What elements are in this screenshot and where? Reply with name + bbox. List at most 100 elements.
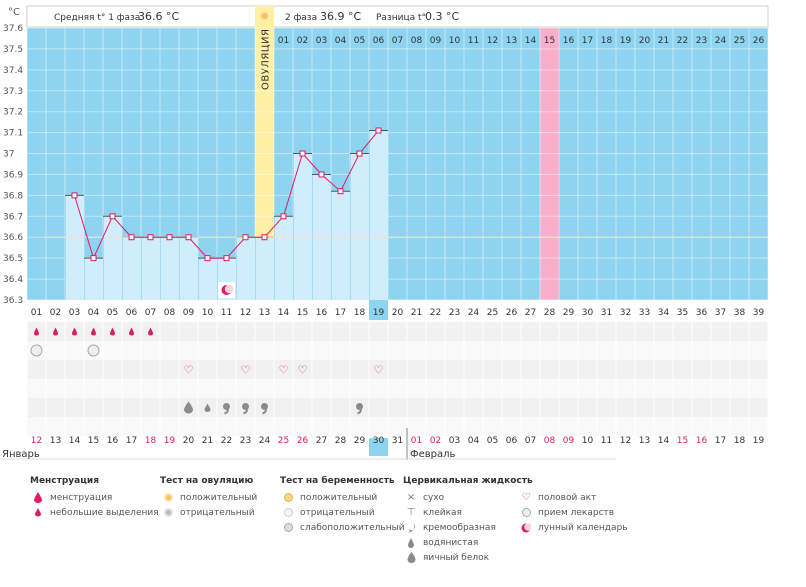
temperature-point [375, 127, 382, 134]
pregnancy-negative-icon [280, 508, 296, 517]
ovulation-label: ОВУЛЯЦИЯ [261, 29, 272, 91]
temperature-bar [293, 153, 312, 300]
y-tick-label: 37.2 [3, 108, 23, 118]
temperature-point [337, 188, 344, 195]
date-label: 25 [278, 436, 289, 446]
heart-icon: ♡ [279, 364, 289, 377]
legend-menstruation-title: Менструация [30, 476, 99, 486]
luteal-day-label: 14 [525, 36, 537, 46]
month-left-label: Январь [2, 449, 40, 460]
luteal-day-label: 19 [620, 36, 632, 46]
heart-icon: ♡ [298, 364, 308, 377]
day-label: 13 [259, 308, 270, 318]
ovulation-column [255, 6, 274, 300]
phase1-label: Средняя t° 1 фаза [54, 13, 140, 23]
temperature-point [242, 234, 249, 241]
creamy-icon [261, 403, 268, 410]
y-tick-label: 36.4 [3, 275, 23, 285]
day-label: 15 [297, 308, 308, 318]
temperature-point [356, 150, 363, 157]
day-label: 33 [639, 308, 650, 318]
date-label: 18 [734, 436, 746, 446]
day-label: 27 [525, 308, 536, 318]
spotting-drop-icon [91, 327, 96, 336]
menstruation-icon [30, 492, 46, 503]
today-cell [369, 300, 388, 320]
date-label: 28 [335, 436, 347, 446]
date-label: 19 [164, 436, 176, 446]
symptom-row [27, 398, 768, 417]
luteal-day-label: 07 [392, 36, 403, 46]
temperature-point [223, 255, 230, 262]
temperature-bar [160, 237, 179, 300]
luteal-day-label: 23 [696, 36, 707, 46]
heart-icon: ♡ [374, 364, 384, 377]
date-label: 24 [259, 436, 271, 446]
legend-lunar: лунный календарь [538, 522, 628, 533]
day-label: 08 [164, 308, 176, 318]
creamy-icon [356, 403, 363, 410]
legend-watery: водянистая [423, 537, 479, 548]
date-label: 03 [449, 436, 460, 446]
temperature-bar [65, 195, 84, 300]
day-label: 16 [316, 308, 328, 318]
ovulation-positive-icon [160, 493, 176, 502]
diff-value: 0.3 °C [425, 10, 459, 23]
day-label: 01 [31, 308, 42, 318]
legend-spotting-label: небольшие выделения [50, 507, 159, 518]
temperature-point [185, 234, 192, 241]
y-tick-label: 37.6 [3, 24, 23, 34]
spotting-drop-icon [129, 327, 134, 336]
temperature-bar [236, 237, 255, 300]
temperature-point [299, 150, 306, 157]
legend-ovulation-negative: отрицательный [180, 507, 255, 518]
day-label: 06 [126, 308, 138, 318]
creamy-icon [403, 522, 419, 533]
day-label: 28 [544, 308, 556, 318]
day-label: 21 [411, 308, 422, 318]
temperature-point [166, 234, 173, 241]
luteal-day-label: 16 [563, 36, 575, 46]
legend-intercourse: половой акт [538, 492, 597, 503]
creamy-icon [242, 403, 249, 410]
day-label: 07 [145, 308, 156, 318]
date-label: 17 [126, 436, 137, 446]
legend-ovulation-positive: положительный [180, 492, 258, 503]
creamy-icon-tail [262, 408, 267, 415]
temperature-bar [122, 237, 141, 300]
legend-other: . ♡ половой акт прием лекарств лунный ка… [518, 476, 628, 535]
spotting-drop-icon [34, 327, 39, 336]
day-label: 39 [753, 308, 765, 318]
luteal-day-label: 08 [411, 36, 423, 46]
watery-drop-icon [204, 403, 211, 412]
day-label: 09 [183, 308, 195, 318]
y-tick-label: 36.8 [3, 191, 23, 201]
symptom-row [27, 341, 768, 360]
luteal-day-label: 03 [316, 36, 327, 46]
symptom-row [27, 322, 768, 341]
legend-ovulation-title: Тест на овуляцию [160, 476, 254, 486]
day-label: 24 [468, 308, 480, 318]
temperature-point [280, 213, 287, 220]
legend-dry: сухо [423, 492, 445, 503]
date-label: 16 [107, 436, 119, 446]
date-label: 12 [31, 436, 42, 446]
month-right-label: Февраль [410, 449, 456, 460]
day-label: 38 [734, 308, 746, 318]
luteal-day-label: 26 [753, 36, 765, 46]
date-label: 02 [430, 436, 441, 446]
day-label: 02 [50, 308, 61, 318]
spotting-drop-icon [72, 327, 77, 336]
luteal-day-label: 06 [373, 36, 385, 46]
spotting-drop-icon [110, 327, 115, 336]
day-label: 17 [335, 308, 346, 318]
date-label: 05 [487, 436, 498, 446]
date-label: 31 [392, 436, 403, 446]
small-bleeding-icon [30, 508, 46, 517]
day-label: 37 [715, 308, 726, 318]
symptom-row [27, 417, 768, 436]
date-label: 12 [620, 436, 631, 446]
date-label: 04 [468, 436, 480, 446]
day-label: 18 [354, 308, 366, 318]
